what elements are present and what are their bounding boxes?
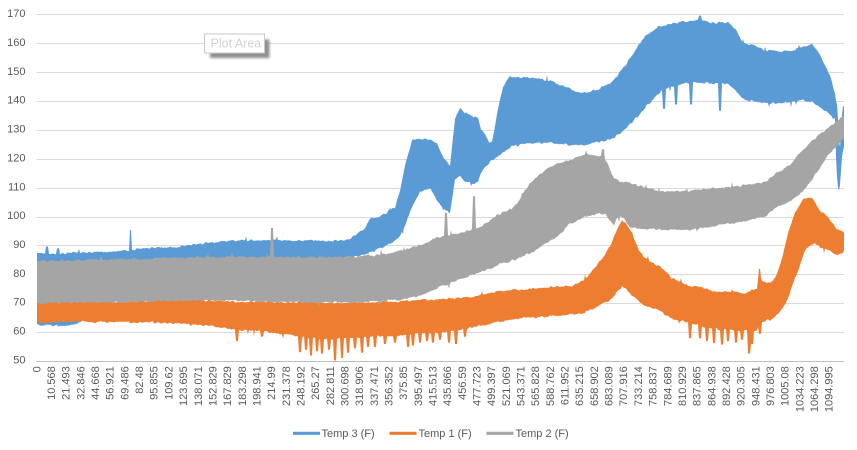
svg-text:435.866: 435.866: [442, 366, 454, 406]
svg-text:810.929: 810.929: [677, 366, 689, 406]
svg-text:82.48: 82.48: [134, 366, 146, 394]
svg-text:90: 90: [13, 239, 25, 251]
svg-text:214.99: 214.99: [266, 366, 278, 400]
svg-text:300.698: 300.698: [340, 366, 352, 406]
svg-text:611.952: 611.952: [560, 366, 572, 405]
svg-text:337.471: 337.471: [369, 366, 381, 406]
svg-text:32.846: 32.846: [75, 366, 87, 400]
svg-text:60: 60: [13, 326, 25, 338]
svg-text:Plot Area: Plot Area: [211, 36, 262, 50]
svg-text:170: 170: [7, 8, 25, 20]
svg-text:130: 130: [7, 124, 25, 136]
svg-text:50: 50: [13, 354, 25, 366]
svg-text:198.941: 198.941: [251, 366, 263, 406]
svg-text:1034.223: 1034.223: [794, 366, 806, 412]
svg-text:456.59: 456.59: [457, 366, 469, 400]
svg-text:658.902: 658.902: [589, 366, 601, 406]
svg-text:733.214: 733.214: [633, 366, 645, 406]
svg-text:1005.08: 1005.08: [780, 366, 792, 406]
svg-text:183.298: 183.298: [237, 366, 249, 406]
svg-text:758.837: 758.837: [648, 366, 660, 406]
svg-text:231.378: 231.378: [281, 366, 293, 406]
svg-text:138.071: 138.071: [193, 366, 205, 406]
svg-text:318.906: 318.906: [354, 366, 366, 406]
svg-text:588.762: 588.762: [545, 366, 557, 406]
svg-text:707.916: 707.916: [618, 366, 630, 406]
svg-text:521.069: 521.069: [501, 366, 513, 406]
svg-text:110: 110: [8, 181, 26, 193]
svg-text:948.431: 948.431: [750, 366, 762, 406]
svg-text:Temp 1 (F): Temp 1 (F): [419, 428, 472, 440]
svg-text:95.855: 95.855: [149, 366, 161, 400]
svg-text:109.62: 109.62: [163, 366, 175, 400]
svg-text:1064.298: 1064.298: [809, 366, 821, 412]
svg-text:10.568: 10.568: [46, 366, 58, 400]
svg-text:140: 140: [7, 95, 25, 107]
svg-text:167.829: 167.829: [222, 366, 234, 406]
svg-text:477.723: 477.723: [472, 366, 484, 406]
svg-text:44.668: 44.668: [90, 366, 102, 400]
svg-text:415.513: 415.513: [428, 366, 440, 406]
svg-text:395.497: 395.497: [413, 366, 425, 406]
svg-text:543.371: 543.371: [516, 366, 528, 406]
svg-text:248.192: 248.192: [296, 366, 308, 406]
svg-text:837.865: 837.865: [692, 366, 704, 406]
svg-text:Temp 3 (F): Temp 3 (F): [322, 428, 375, 440]
svg-text:56.921: 56.921: [105, 366, 117, 400]
svg-text:69.486: 69.486: [119, 366, 131, 400]
svg-text:265.27: 265.27: [310, 366, 322, 400]
svg-text:160: 160: [7, 37, 25, 49]
svg-text:499.397: 499.397: [486, 366, 498, 406]
svg-text:152.829: 152.829: [207, 366, 219, 406]
svg-text:123.695: 123.695: [178, 366, 190, 406]
svg-text:Temp 2 (F): Temp 2 (F): [516, 428, 569, 440]
svg-text:864.938: 864.938: [706, 366, 718, 406]
svg-text:356.352: 356.352: [384, 366, 396, 406]
svg-text:920.305: 920.305: [736, 366, 748, 406]
svg-text:976.803: 976.803: [765, 366, 777, 406]
svg-text:635.215: 635.215: [574, 366, 586, 406]
svg-text:150: 150: [7, 66, 25, 78]
svg-text:120: 120: [7, 152, 25, 164]
svg-text:21.493: 21.493: [61, 366, 73, 400]
svg-text:0: 0: [31, 366, 43, 372]
svg-text:565.828: 565.828: [530, 366, 542, 406]
svg-text:892.428: 892.428: [721, 366, 733, 406]
svg-text:282.811: 282.811: [325, 366, 337, 405]
svg-text:1094.995: 1094.995: [824, 366, 836, 412]
svg-text:683.089: 683.089: [604, 366, 616, 406]
svg-text:784.689: 784.689: [662, 366, 674, 406]
svg-text:70: 70: [13, 297, 25, 309]
svg-text:100: 100: [7, 210, 25, 222]
svg-text:80: 80: [13, 268, 25, 280]
svg-text:375.85: 375.85: [398, 366, 410, 400]
